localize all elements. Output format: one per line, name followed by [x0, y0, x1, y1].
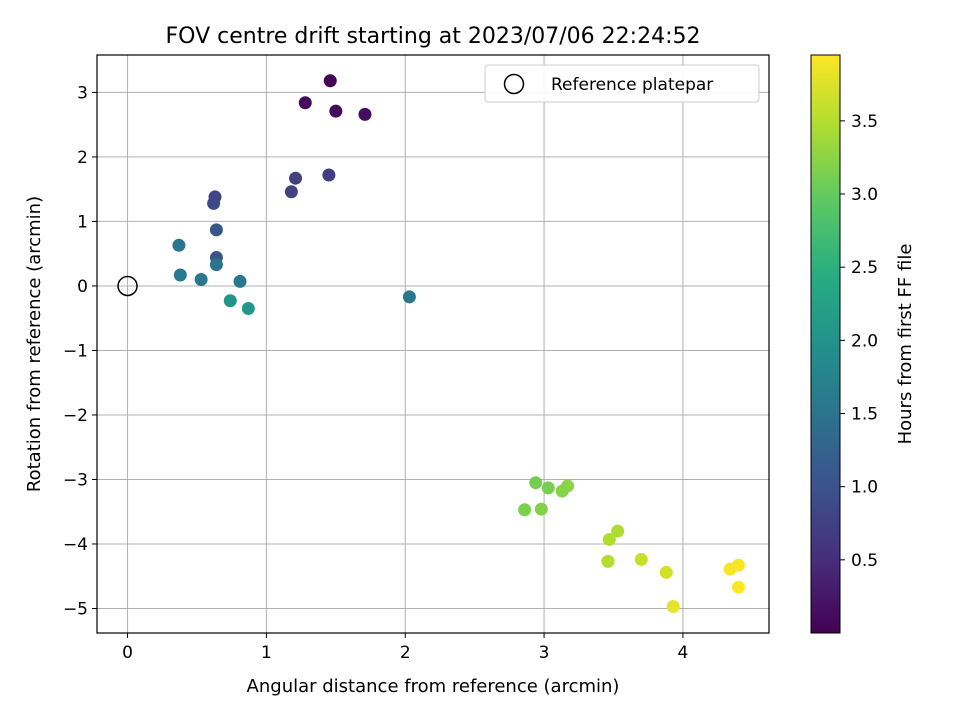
legend-reference-icon	[503, 73, 525, 95]
data-point	[534, 502, 548, 516]
data-point	[602, 532, 616, 546]
data-point	[172, 238, 186, 252]
data-point	[323, 74, 337, 88]
data-point	[611, 524, 625, 538]
chart-title: FOV centre drift starting at 2023/07/06 …	[166, 24, 701, 49]
data-points	[172, 74, 745, 614]
data-point	[555, 484, 569, 498]
x-axis-label: Angular distance from reference (arcmin)	[247, 676, 620, 697]
colorbar-label: Hours from first FF file	[895, 244, 916, 445]
x-tick-label: 3	[539, 643, 550, 663]
y-tick-label: −2	[63, 406, 88, 426]
data-point	[518, 503, 532, 517]
colorbar-tick-label: 1.0	[851, 478, 878, 498]
x-tick-label: 0	[122, 643, 133, 663]
data-point	[601, 554, 615, 568]
data-point	[173, 268, 187, 282]
data-point	[329, 104, 343, 118]
data-point	[233, 274, 247, 288]
colorbar-tick-label: 1.5	[851, 405, 878, 425]
data-point	[659, 565, 673, 579]
y-tick-label: −5	[63, 599, 88, 619]
data-point	[322, 168, 336, 182]
x-tick-label: 2	[400, 643, 411, 663]
x-tick-label: 4	[678, 643, 689, 663]
data-point	[209, 258, 223, 272]
y-tick-label: 1	[77, 212, 88, 232]
y-tick-label: −3	[63, 470, 88, 490]
y-tick-label: 2	[77, 148, 88, 168]
data-point	[529, 476, 543, 490]
colorbar-tick-label: 2.5	[851, 258, 878, 278]
data-point	[289, 171, 303, 185]
data-point	[194, 272, 208, 286]
colorbar-tick-label: 3.0	[851, 185, 878, 205]
y-tick-label: 0	[77, 277, 88, 297]
data-point	[298, 96, 312, 110]
plot-frame	[96, 54, 770, 634]
y-tick-label: −4	[63, 535, 88, 555]
x-axis-ticks: 0 1 2 3 4	[122, 633, 688, 663]
data-point	[731, 580, 745, 594]
x-tick-label: 1	[261, 643, 272, 663]
data-point	[666, 600, 680, 614]
colorbar-tick-label: 2.0	[851, 331, 878, 351]
data-point	[223, 294, 237, 308]
data-point	[634, 552, 648, 566]
reference-platepar-marker	[117, 275, 138, 297]
data-point	[731, 558, 745, 572]
data-point	[402, 290, 416, 304]
data-point	[541, 481, 555, 495]
data-point	[209, 223, 223, 237]
data-point	[284, 185, 298, 199]
colorbar-tick-label: 0.5	[851, 551, 878, 571]
colorbar-tick-label: 3.5	[851, 112, 878, 132]
data-point	[358, 107, 372, 121]
colorbar-ticks: 0.5 1.0 1.5 2.0 2.5 3.0 3.5	[840, 112, 878, 571]
grid-lines	[97, 55, 769, 633]
colorbar: 0.5 1.0 1.5 2.0 2.5 3.0 3.5 Hours from first F…	[810, 54, 916, 634]
y-axis-ticks: −5 −4 −3 −2 −1 0 1 2 3	[63, 83, 97, 619]
legend: Reference platepar	[484, 64, 760, 103]
data-point	[241, 302, 255, 316]
y-tick-label: −1	[63, 341, 88, 361]
legend-box	[484, 64, 760, 103]
y-axis-label: Rotation from reference (arcmin)	[24, 196, 45, 492]
data-point	[207, 196, 221, 210]
colorbar-gradient	[810, 54, 841, 634]
y-tick-label: 3	[77, 83, 88, 103]
legend-entry-reference-platepar: Reference platepar	[551, 75, 713, 95]
